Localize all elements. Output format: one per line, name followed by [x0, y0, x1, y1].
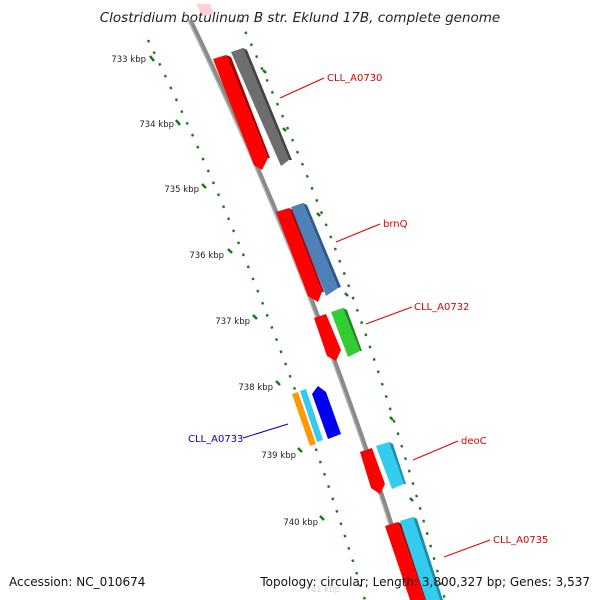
leader-lines — [242, 77, 491, 558]
tick-label: 735 kbp — [164, 185, 199, 195]
accession-text: Accession: NC_010674 — [9, 575, 146, 589]
tick-label: 733 kbp — [111, 55, 146, 65]
gene-label-cll-a0735[interactable]: CLL_A0735 — [493, 535, 548, 546]
feature-cll-a0733[interactable] — [292, 386, 341, 446]
tick-label: 738 kbp — [238, 383, 273, 393]
outer-ticks — [262, 69, 414, 502]
tick-label: 740 kbp — [283, 518, 318, 528]
tick-label: 734 kbp — [139, 120, 174, 130]
gene-label-cll-a0733[interactable]: CLL_A0733 — [188, 434, 243, 445]
major-ticks — [148, 55, 325, 521]
tick-track-inner — [146, 39, 367, 600]
genome-backbone — [187, 18, 418, 600]
tick-label: 739 kbp — [261, 451, 296, 461]
genome-summary: Topology: circular; Length: 3,800,327 bp… — [260, 575, 590, 589]
tick-label: 737 kbp — [215, 317, 250, 327]
gene-label-cll-a0730[interactable]: CLL_A0730 — [327, 73, 382, 84]
gene-label-brnq[interactable]: brnQ — [383, 219, 408, 230]
feature-deoc[interactable] — [360, 442, 406, 494]
gene-label-cll-a0732[interactable]: CLL_A0732 — [414, 302, 469, 313]
gene-labels: CLL_A0730 brnQ CLL_A0732 CLL_A0733 deoC … — [188, 73, 548, 546]
feature-cll-a0730[interactable] — [213, 48, 292, 170]
feature-cll-a0732[interactable] — [314, 308, 362, 361]
feature-cll-a0735[interactable] — [385, 517, 443, 600]
tick-labels: 733 kbp 734 kbp 735 kbp 736 kbp 737 kbp … — [111, 55, 340, 595]
tick-label: 741 kbp — [305, 585, 340, 595]
backbone-highlight — [187, 19, 414, 600]
feature-brnq[interactable] — [276, 203, 341, 302]
gene-label-deoc[interactable]: deoC — [461, 436, 487, 447]
map-title: Clostridium botulinum B str. Eklund 17B,… — [99, 10, 501, 26]
tick-label: 736 kbp — [189, 251, 224, 261]
faded-feature — [196, 4, 214, 16]
